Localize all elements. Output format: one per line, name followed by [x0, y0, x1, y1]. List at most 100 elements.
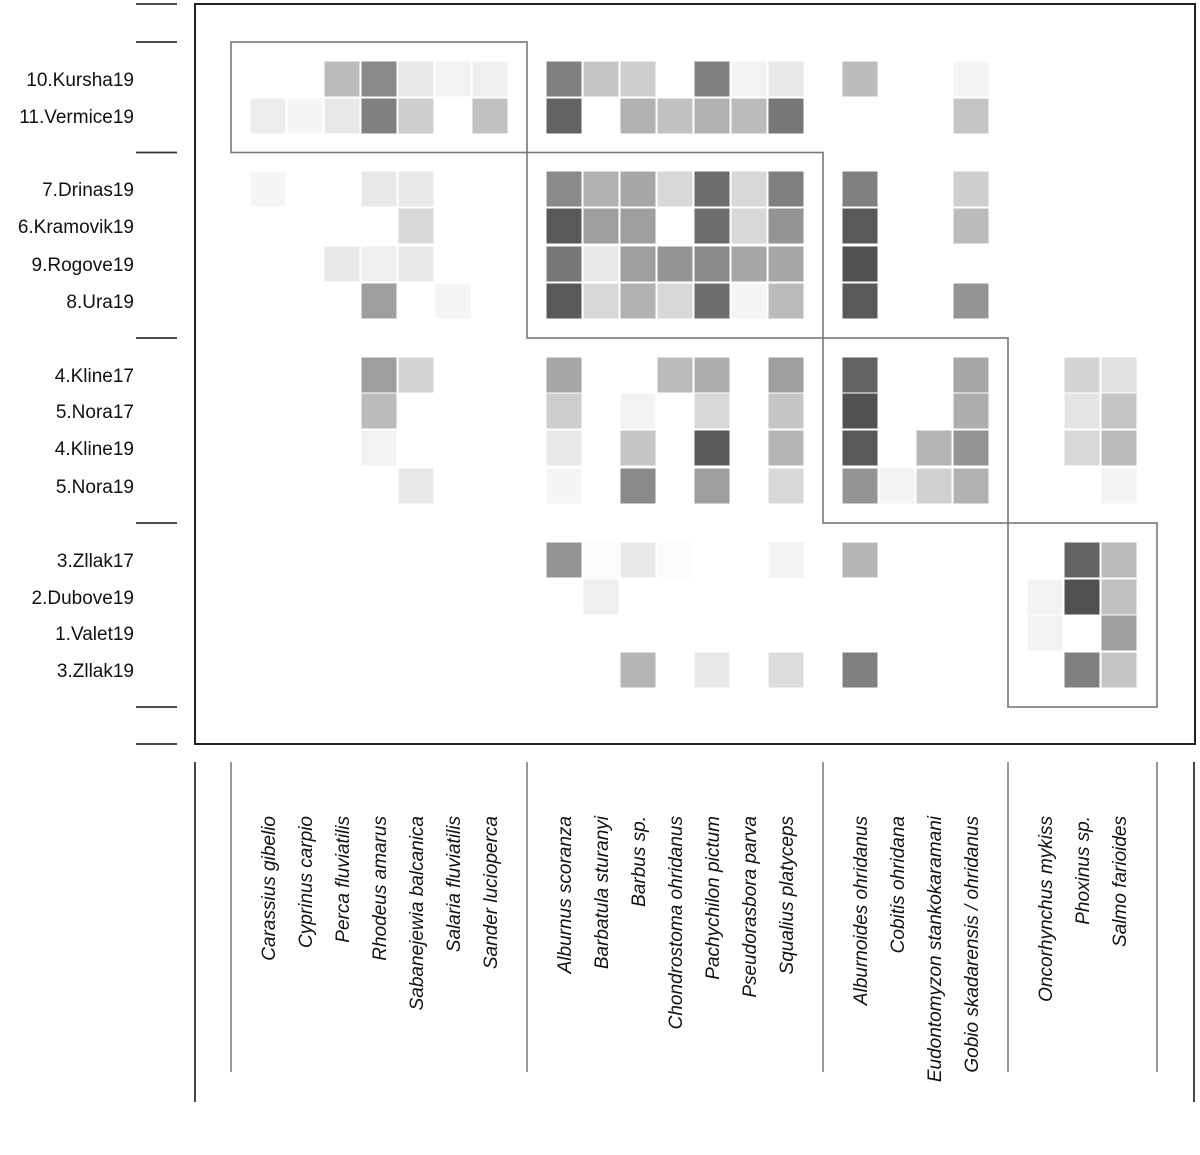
heatmap-cell — [768, 468, 804, 504]
heatmap-cell — [694, 393, 730, 429]
heatmap-cell — [657, 171, 693, 207]
heatmap-cell — [546, 393, 582, 429]
heatmap-cell — [768, 283, 804, 319]
heatmap-cell — [731, 171, 767, 207]
heatmap-cell — [583, 542, 619, 578]
heatmap-cell — [842, 468, 878, 504]
column-label: Chondrostoma ohridanus — [666, 816, 687, 1030]
heatmap-cell — [657, 357, 693, 393]
heatmap-cell — [361, 61, 397, 97]
heatmap-cell — [1064, 652, 1100, 688]
heatmap-cell — [842, 246, 878, 282]
heatmap-cell — [1064, 542, 1100, 578]
heatmap-cell — [953, 393, 989, 429]
heatmap-cell — [1064, 393, 1100, 429]
heatmap-cell — [694, 208, 730, 244]
column-label: Gobio skadarensis / ohridanus — [962, 816, 983, 1073]
cluster-block — [822, 337, 1009, 524]
row-label: 9.Rogove19 — [32, 255, 134, 276]
column-label: Pachychilon pictum — [703, 816, 724, 980]
column-label: Barbatula sturanyi — [592, 815, 613, 969]
heatmap-cell — [953, 430, 989, 466]
heatmap-cell — [694, 652, 730, 688]
heatmap-cell — [361, 171, 397, 207]
heatmap-cell — [768, 171, 804, 207]
heatmap-cell — [546, 246, 582, 282]
heatmap-cell — [620, 61, 656, 97]
heatmap-cells — [250, 61, 1137, 688]
column-label: Carassius gibelio — [259, 816, 280, 961]
column-label: Alburnoides ohridanus — [851, 816, 872, 1007]
column-label: Oncorhynchus mykiss — [1036, 816, 1057, 1002]
heatmap-cell — [620, 542, 656, 578]
heatmap-cell — [1101, 579, 1137, 615]
heatmap-cell — [657, 246, 693, 282]
heatmap-cell — [398, 98, 434, 134]
heatmap-cell — [546, 61, 582, 97]
heatmap-cell — [361, 283, 397, 319]
heatmap-cell — [472, 61, 508, 97]
column-label: Alburnus scoranza — [555, 816, 576, 974]
heatmap-cell — [842, 208, 878, 244]
column-label: Sander lucioperca — [481, 816, 502, 969]
heatmap-cell — [768, 430, 804, 466]
heatmap-cell — [1101, 615, 1137, 651]
row-label: 10.Kursha19 — [26, 70, 134, 91]
column-label: Rhodeus amarus — [370, 816, 391, 961]
heatmap-cell — [768, 542, 804, 578]
cluster-block — [230, 41, 528, 154]
heatmap-cell — [620, 468, 656, 504]
heatmap-cell — [620, 652, 656, 688]
row-label: 3.Zllak19 — [57, 661, 134, 682]
heatmap-cell — [361, 98, 397, 134]
heatmap-cell — [842, 283, 878, 319]
column-label: Squalius platyceps — [777, 816, 798, 975]
heatmap-cell — [1101, 468, 1137, 504]
heatmap-cell — [583, 246, 619, 282]
heatmap-cell — [435, 283, 471, 319]
heatmap-cell — [1101, 393, 1137, 429]
heatmap-cell — [583, 283, 619, 319]
heatmap-cell — [731, 246, 767, 282]
column-label: Phoxinus sp. — [1073, 816, 1094, 925]
heatmap-cell — [1101, 430, 1137, 466]
heatmap-cell — [694, 283, 730, 319]
heatmap-cell — [324, 246, 360, 282]
heatmap-cell — [768, 652, 804, 688]
plot-frame — [194, 3, 1196, 745]
heatmap-cell — [731, 98, 767, 134]
heatmap-cell — [583, 579, 619, 615]
row-label: 5.Nora19 — [56, 477, 134, 498]
heatmap-cell — [546, 98, 582, 134]
heatmap-cell — [620, 246, 656, 282]
heatmap-cell — [953, 61, 989, 97]
heatmap-cell — [361, 393, 397, 429]
heatmap-cell — [694, 430, 730, 466]
heatmap-cell — [583, 61, 619, 97]
heatmap-cell — [398, 468, 434, 504]
heatmap-cell — [916, 430, 952, 466]
heatmap-cell — [842, 542, 878, 578]
cluster-blocks — [230, 41, 1158, 708]
heatmap-cell — [768, 246, 804, 282]
heatmap-cell — [250, 98, 286, 134]
heatmap-cell — [694, 98, 730, 134]
heatmap-cell — [1101, 542, 1137, 578]
column-dendrogram — [194, 762, 1195, 1102]
heatmap-cell — [694, 171, 730, 207]
heatmap-cell — [546, 208, 582, 244]
column-label: Perca fluviatilis — [333, 816, 354, 943]
row-label: 2.Dubove19 — [32, 588, 134, 609]
heatmap-cell — [916, 468, 952, 504]
heatmap-cell — [546, 171, 582, 207]
row-dendrogram — [136, 3, 177, 745]
heatmap-cell — [694, 61, 730, 97]
heatmap-cell — [620, 98, 656, 134]
heatmap-cell — [287, 98, 323, 134]
heatmap-cell — [546, 357, 582, 393]
heatmap-cell — [1027, 579, 1063, 615]
heatmap-cell — [398, 357, 434, 393]
heatmap-cell — [583, 208, 619, 244]
row-label: 3.Zllak17 — [57, 551, 134, 572]
heatmap-cell — [953, 98, 989, 134]
